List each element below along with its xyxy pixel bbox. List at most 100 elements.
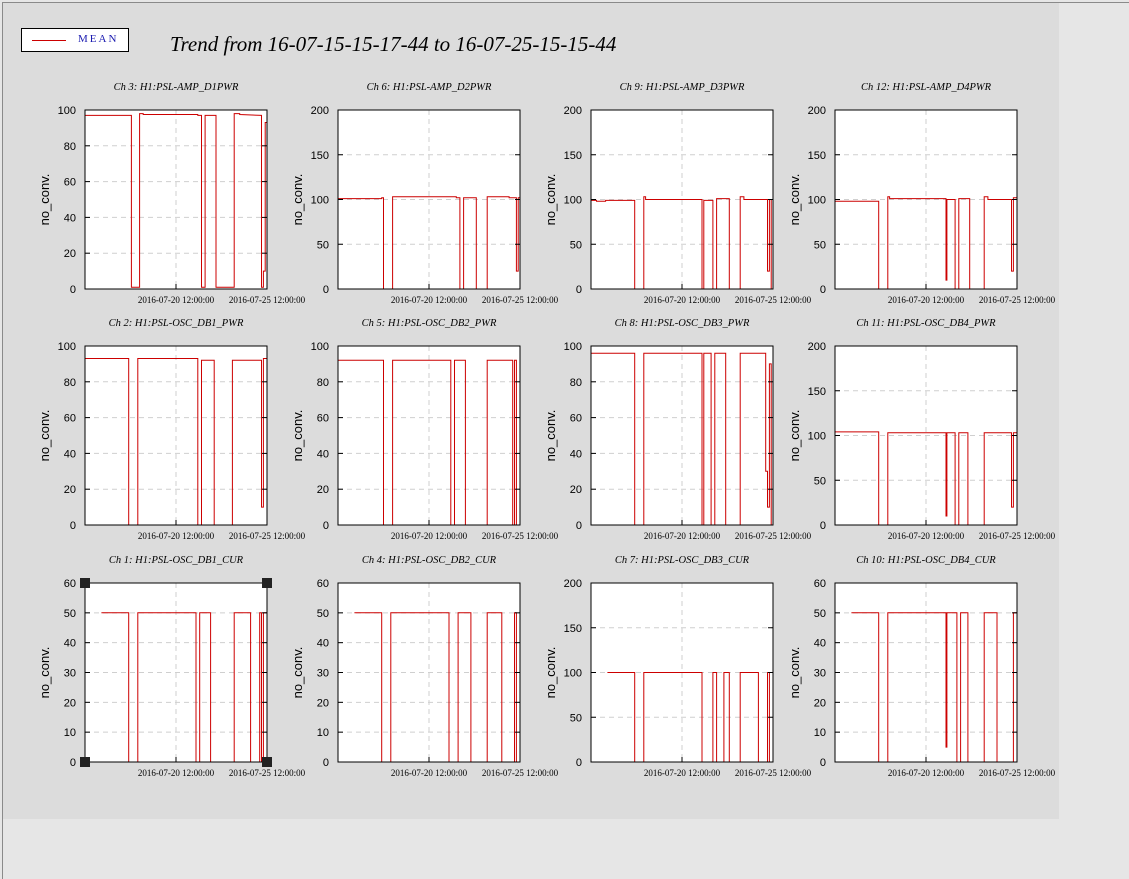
x-tick-label: 2016-07-25 12:00:00 [735,768,812,778]
y-tick-label: 20 [64,697,76,709]
y-tick-label: 200 [808,105,826,117]
y-tick-label: 80 [570,377,582,389]
y-tick-label: 20 [317,484,329,496]
y-tick-label: 10 [64,727,76,739]
x-tick-label: 2016-07-20 12:00:00 [138,768,215,778]
y-axis-label: no_conv. [290,410,305,462]
y-axis-label: no_conv. [37,410,52,462]
selection-handle[interactable] [80,578,90,588]
y-tick-label: 50 [814,608,826,620]
selection-handle[interactable] [262,578,272,588]
chart-panel[interactable]: Ch 10: H1:PSL-OSC_DB4_CUR 0 10 20 30 40 50 60 20… [787,555,1056,778]
chart-title: Ch 3: H1:PSL-AMP_D1PWR [114,82,239,93]
y-axis-label: no_conv. [290,647,305,699]
y-tick-label: 0 [576,520,582,532]
chart-panel[interactable]: Ch 4: H1:PSL-OSC_DB2_CUR 0 10 20 30 40 50 60 201… [290,555,559,778]
chart-title: Ch 5: H1:PSL-OSC_DB2_PWR [362,318,497,329]
chart-panel[interactable]: Ch 1: H1:PSL-OSC_DB1_CUR 0 10 20 30 40 50 60 201… [37,555,306,778]
chart-title: Ch 11: H1:PSL-OSC_DB4_PWR [856,318,996,329]
y-tick-label: 100 [564,668,582,680]
selection-handle[interactable] [80,757,90,767]
y-tick-label: 10 [317,727,329,739]
y-tick-label: 150 [564,623,582,635]
y-tick-label: 100 [58,105,76,117]
chart-panel[interactable]: Ch 11: H1:PSL-OSC_DB4_PWR 0 50 100 150 200 201… [787,318,1056,541]
y-tick-label: 0 [70,520,76,532]
plot-area[interactable] [591,346,773,525]
plot-area[interactable] [85,346,267,525]
y-tick-label: 0 [820,520,826,532]
y-tick-label: 50 [814,475,826,487]
chart-panel[interactable]: Ch 12: H1:PSL-AMP_D4PWR 0 50 100 150 200 2016-… [787,82,1056,305]
x-tick-label: 2016-07-20 12:00:00 [138,295,215,305]
y-tick-label: 40 [317,638,329,650]
chart-panel[interactable]: Ch 7: H1:PSL-OSC_DB3_CUR 0 50 100 150 200 2016… [543,555,812,778]
chart-title: Ch 10: H1:PSL-OSC_DB4_CUR [856,555,996,566]
y-tick-label: 60 [317,578,329,590]
y-tick-label: 50 [317,608,329,620]
y-tick-label: 20 [570,484,582,496]
y-tick-label: 50 [814,239,826,251]
y-axis-label: no_conv. [37,647,52,699]
y-tick-label: 20 [64,248,76,260]
y-tick-label: 50 [570,239,582,251]
y-tick-label: 80 [317,377,329,389]
x-tick-label: 2016-07-20 12:00:00 [391,531,468,541]
y-tick-label: 30 [64,668,76,680]
y-axis-label: no_conv. [543,647,558,699]
chart-panel[interactable]: Ch 2: H1:PSL-OSC_DB1_PWR 0 20 40 60 80 100 2016… [37,318,306,541]
plot-area[interactable] [338,346,520,525]
y-tick-label: 0 [323,757,329,769]
y-tick-label: 40 [64,212,76,224]
y-tick-label: 200 [808,341,826,353]
x-tick-label: 2016-07-20 12:00:00 [644,531,721,541]
y-axis-label: no_conv. [37,174,52,226]
legend-line-swatch [32,40,66,41]
y-tick-label: 30 [317,668,329,680]
chart-panel[interactable]: Ch 6: H1:PSL-AMP_D2PWR 0 50 100 150 200 2016-0… [290,82,559,305]
x-tick-label: 2016-07-25 12:00:00 [482,531,559,541]
chart-title: Ch 2: H1:PSL-OSC_DB1_PWR [109,318,244,329]
chart-panel[interactable]: Ch 8: H1:PSL-OSC_DB3_PWR 0 20 40 60 80 100 2016… [543,318,812,541]
x-tick-label: 2016-07-20 12:00:00 [888,295,965,305]
series-line-mean [591,352,773,526]
y-tick-label: 20 [64,484,76,496]
y-tick-label: 80 [64,377,76,389]
y-tick-label: 150 [311,150,329,162]
y-tick-label: 40 [814,638,826,650]
y-tick-label: 10 [814,727,826,739]
y-tick-label: 100 [564,341,582,353]
y-tick-label: 150 [808,150,826,162]
y-tick-label: 150 [564,150,582,162]
x-tick-label: 2016-07-20 12:00:00 [138,531,215,541]
y-tick-label: 200 [564,578,582,590]
plot-area[interactable] [85,110,267,289]
y-tick-label: 100 [58,341,76,353]
x-tick-label: 2016-07-20 12:00:00 [391,768,468,778]
x-tick-label: 2016-07-25 12:00:00 [979,295,1056,305]
y-tick-label: 60 [64,413,76,425]
selection-handle[interactable] [262,757,272,767]
y-axis-label: no_conv. [787,174,802,226]
x-tick-label: 2016-07-20 12:00:00 [644,295,721,305]
y-tick-label: 20 [814,697,826,709]
series-line-mean [338,359,520,526]
series-line-mean [338,196,520,290]
y-tick-label: 0 [323,284,329,296]
chart-panel[interactable]: Ch 5: H1:PSL-OSC_DB2_PWR 0 20 40 60 80 100 2016… [290,318,559,541]
y-tick-label: 40 [317,448,329,460]
x-tick-label: 2016-07-20 12:00:00 [644,768,721,778]
y-tick-label: 0 [70,757,76,769]
y-tick-label: 50 [570,712,582,724]
y-tick-label: 200 [311,105,329,117]
y-tick-label: 100 [311,341,329,353]
chart-panel[interactable]: Ch 3: H1:PSL-AMP_D1PWR 0 20 40 60 80 100 2016-0… [37,82,306,305]
y-axis-label: no_conv. [290,174,305,226]
x-tick-label: 2016-07-25 12:00:00 [482,768,559,778]
y-axis-label: no_conv. [543,410,558,462]
y-tick-label: 0 [70,284,76,296]
chart-title: Ch 8: H1:PSL-OSC_DB3_PWR [615,318,750,329]
chart-panel[interactable]: Ch 9: H1:PSL-AMP_D3PWR 0 50 100 150 200 2016-0… [543,82,812,305]
chart-title: Ch 4: H1:PSL-OSC_DB2_CUR [362,555,497,566]
